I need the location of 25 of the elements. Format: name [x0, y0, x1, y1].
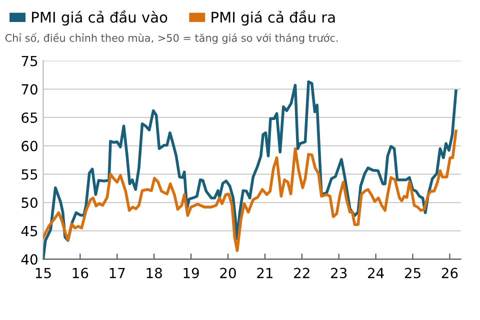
x-tick-label: 17 [110, 268, 125, 278]
y-tick-label: 40 [21, 254, 38, 265]
x-tick-label: 25 [404, 268, 420, 278]
y-tick-label: 45 [21, 226, 38, 236]
line-series [43, 80, 458, 260]
x-tick-label: 20 [220, 268, 236, 278]
x-tick-label: 19 [184, 268, 199, 278]
y-tick-label: 75 [22, 56, 38, 66]
x-tick-label: 15 [36, 268, 51, 278]
line-series [43, 130, 458, 252]
legend-label: PMI giá cả đầu vào [32, 10, 168, 26]
y-tick-label: 70 [22, 84, 38, 95]
x-tick-label: 18 [146, 268, 162, 278]
y-tick-label: 50 [22, 197, 38, 208]
y-tick-label: 55 [22, 169, 38, 180]
x-tick-label: 21 [257, 268, 272, 278]
chart-subtitle: Chỉ số, điều chỉnh theo mùa, >50 = tăng giá so với tháng trước. [5, 32, 338, 44]
x-tick-label: 16 [72, 268, 88, 278]
y-tick-label: 60 [22, 140, 38, 152]
x-tick-label: 22 [294, 268, 310, 278]
x-tick-label: 23 [331, 268, 347, 278]
y-tick-label: 65 [22, 112, 38, 123]
x-tick-label: 26 [442, 268, 458, 278]
x-tick-label: 24 [368, 268, 384, 278]
legend-label: PMI giá cả đầu ra [212, 10, 335, 26]
